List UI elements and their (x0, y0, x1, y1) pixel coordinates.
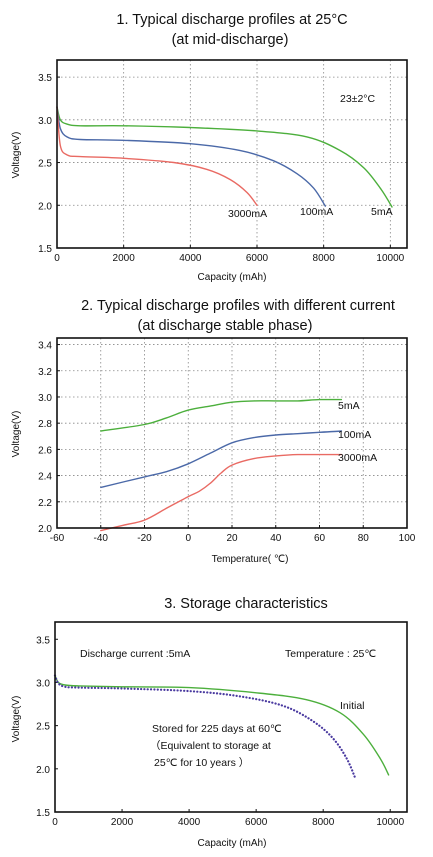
chart2-series-3000ma-line (100, 453, 343, 532)
chart3-ytick-label: 2.0 (36, 765, 50, 776)
chart2-xtick-label: 80 (358, 533, 370, 544)
chart3-xtick-label: 4000 (178, 817, 201, 828)
chart1-xtick-label: 8000 (313, 253, 336, 264)
chart1-title: 1. Typical discharge profiles at 25°C (116, 12, 347, 28)
chart2-ytick-label: 3.0 (38, 393, 52, 404)
chart1-series-5ma-line (56, 106, 393, 208)
chart1-ylabel: Voltage(V) (11, 132, 22, 179)
chart2-xtick-label: 20 (226, 533, 238, 544)
chart2-ytick-label: 2.6 (38, 445, 52, 456)
chart3-xtick-label: 2000 (111, 817, 134, 828)
chart2-ytick-label: 3.2 (38, 367, 52, 378)
chart2-ytick-label: 3.4 (38, 341, 52, 352)
chart1-plot-frame (56, 59, 408, 249)
chart1-ytick-label: 2.0 (38, 201, 52, 212)
chart1-xtick-label: 4000 (179, 253, 202, 264)
chart2-xtick-label: -20 (137, 533, 152, 544)
chart3-xtick-label: 6000 (245, 817, 268, 828)
chart1-subtitle: (at mid-discharge) (172, 32, 289, 48)
chart1-temp-annotation: 23±2°C (340, 93, 375, 105)
chart2-xtick-label: 40 (270, 533, 282, 544)
chart1-xtick-label: 10000 (376, 253, 404, 264)
chart3-stored-line1: Stored for 225 days at 60℃ (152, 723, 282, 735)
chart3-stored-line2: （Equivalent to storage at (150, 740, 271, 752)
chart2-xtick-label: -40 (94, 533, 109, 544)
chart2-xtick-label: 0 (185, 533, 191, 544)
chart1-xlabel: Capacity (mAh) (198, 272, 267, 283)
chart2-series-3000ma-label: 3000mA (338, 452, 377, 464)
chart3-temperature-label: Temperature : 25℃ (285, 648, 376, 660)
chart3-series-initial-line (54, 674, 390, 776)
chart1-xtick-label: 0 (54, 253, 60, 264)
chart3-xlabel: Capacity (mAh) (198, 838, 267, 849)
chart3-xtick-label: 0 (52, 817, 58, 828)
chart1-xtick-label: 2000 (113, 253, 136, 264)
chart2-ylabel: Voltage(V) (11, 411, 22, 458)
chart2-series-5ma-line (100, 398, 343, 432)
chart3-plot-frame (54, 621, 408, 813)
chart3-ytick-label: 3.0 (36, 678, 50, 689)
chart1-ytick-label: 3.0 (38, 116, 52, 127)
chart3-series-initial-label: Initial (340, 700, 365, 712)
chart1-ytick-label: 1.5 (38, 244, 52, 255)
chart3-stored-line3: 25℃ for 10 years ） (154, 757, 249, 769)
chart1-series-100ma-label: 100mA (300, 206, 333, 218)
chart2-title: 2. Typical discharge profiles with diffe… (81, 298, 395, 314)
chart1-series-100ma-line (56, 106, 326, 207)
chart3-xtick-label: 8000 (312, 817, 335, 828)
chart1-ytick-label: 2.5 (38, 159, 52, 170)
chart3-ylabel: Voltage(V) (11, 696, 22, 743)
chart2-series-100ma-line (100, 430, 343, 489)
chart2-xtick-label: 60 (314, 533, 326, 544)
chart2-subtitle: (at discharge stable phase) (138, 318, 313, 334)
chart3-ytick-label: 3.5 (36, 635, 50, 646)
chart3-discharge-current-label: Discharge current :5mA (80, 648, 190, 660)
chart1-series-3000ma-label: 3000mA (228, 208, 267, 220)
chart2-ytick-label: 2.8 (38, 419, 52, 430)
chart3-title: 3. Storage characteristics (164, 596, 328, 612)
chart1-series-3000ma-line (56, 106, 258, 206)
chart2-ytick-label: 2.2 (38, 498, 52, 509)
chart2-series-5ma-label: 5mA (338, 400, 360, 412)
chart2-xlabel: Temperature( ℃) (212, 554, 289, 565)
chart2-xtick-label: -60 (50, 533, 65, 544)
chart1-series-5ma-label: 5mA (371, 206, 393, 218)
chart2-series-100ma-label: 100mA (338, 429, 371, 441)
chart2-plot-frame (56, 337, 408, 529)
chart2-ytick-label: 2.4 (38, 472, 52, 483)
chart1-xtick-label: 6000 (246, 253, 269, 264)
chart2-xtick-label: 100 (399, 533, 416, 544)
chart3-series-stored-line (53, 674, 357, 779)
chart-marks-layer: 0 2000 4000 6000 8000 100001.52.02.53.03.55mA… (36, 59, 416, 828)
chart1-ytick-label: 3.5 (38, 73, 52, 84)
chart2-ytick-label: 2.0 (38, 524, 52, 535)
chart3-ytick-label: 1.5 (36, 808, 50, 819)
chart3-xtick-label: 10000 (376, 817, 404, 828)
chart3-ytick-label: 2.5 (36, 722, 50, 733)
